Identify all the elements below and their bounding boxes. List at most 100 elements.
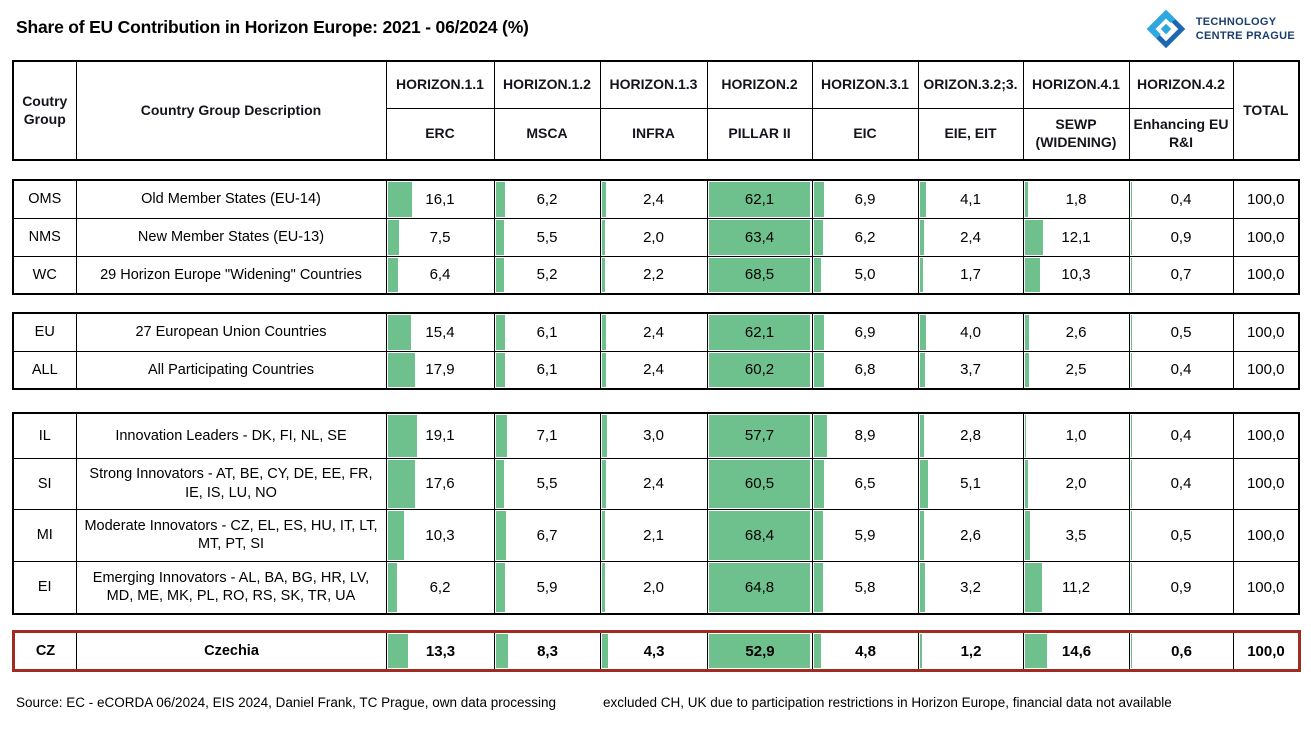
- value-text: 63,4: [744, 228, 775, 246]
- header-total: TOTAL: [1232, 60, 1300, 161]
- data-bar: [601, 315, 606, 350]
- header-country-group: Coutry Group: [12, 60, 77, 161]
- data-bar: [1024, 315, 1029, 350]
- row-code: CZ: [13, 631, 77, 671]
- value-cell-SEWP-WIDENING-: 12,1: [1022, 217, 1130, 257]
- data-bar: [388, 634, 408, 668]
- data-bar: [1024, 182, 1028, 217]
- data-bar: [1130, 257, 1132, 292]
- value-text: 5,5: [536, 475, 558, 492]
- value-cell-EIE-EIT: 1,2: [918, 631, 1024, 671]
- value-cell-EIE-EIT: 2,8: [917, 412, 1024, 459]
- value-text: 0,4: [1170, 475, 1192, 492]
- data-bar: [1024, 510, 1030, 560]
- data-bar: [601, 459, 606, 508]
- row-description: All Participating Countries: [75, 350, 387, 390]
- header-program: HORIZON.3.1: [811, 60, 919, 109]
- value-text: 10,3: [425, 526, 455, 544]
- row-code: IL: [12, 412, 77, 459]
- value-text: 2,0: [643, 228, 664, 246]
- value-text: 6,2: [536, 190, 558, 208]
- data-bar: [601, 562, 605, 612]
- value-text: 0,4: [1170, 190, 1192, 208]
- value-cell-SEWP-WIDENING-: 3,5: [1022, 508, 1130, 562]
- data-bar: [813, 257, 821, 292]
- data-bar: [495, 510, 506, 560]
- row-total: 100,0: [1232, 412, 1300, 459]
- country-block-table: EU 27 European Union Countries 15,4 6,1 2,4 6…: [12, 312, 1300, 390]
- table-row-CZ: CZ Czechia 13,3 8,3 4,3 52,9 4,8 1,2 14,6 0,6 100,…: [13, 631, 1300, 671]
- country-block-table: OMS Old Member States (EU-14) 16,1 6,2 2,4 62…: [12, 179, 1300, 295]
- value-cell-PILLAR-II: 60,2: [706, 350, 813, 390]
- data-bar: [813, 562, 823, 612]
- row-total: 100,0: [1232, 350, 1300, 390]
- tc-prague-logo: TECHNOLOGY CENTRE PRAGUE: [1145, 8, 1295, 50]
- data-bar: [601, 219, 605, 255]
- value-text: 5,0: [854, 266, 876, 284]
- value-cell-PILLAR-II: 52,9: [707, 631, 813, 671]
- value-cell-INFRA: 2,4: [599, 457, 708, 510]
- value-text: 3,0: [643, 427, 664, 445]
- value-cell-INFRA: 2,0: [599, 217, 708, 257]
- value-cell-EIC: 5,8: [811, 560, 919, 615]
- data-bar: [1130, 352, 1132, 387]
- value-cell-INFRA: 2,0: [599, 560, 708, 615]
- value-cell-Enhancing-EU-R-I: 0,4: [1128, 179, 1234, 219]
- data-bar: [495, 562, 505, 612]
- data-bar: [919, 459, 928, 508]
- data-bar: [919, 510, 924, 560]
- value-text: 2,2: [643, 266, 664, 284]
- data-bar: [919, 182, 926, 217]
- data-bar: [1024, 415, 1026, 457]
- value-text: 0,5: [1170, 526, 1192, 544]
- data-bar: [708, 352, 810, 387]
- row-code: SI: [12, 457, 77, 510]
- row-total: 100,0: [1233, 631, 1300, 671]
- value-text: 62,1: [744, 190, 775, 208]
- value-text: 6,7: [536, 526, 558, 544]
- header-program: HORIZON.1.2: [493, 60, 601, 109]
- value-text: 4,0: [960, 323, 981, 341]
- value-cell-Enhancing-EU-R-I: 0,5: [1128, 508, 1234, 562]
- value-text: 68,4: [744, 526, 775, 544]
- data-bar: [708, 315, 810, 350]
- value-text: 3,5: [1065, 526, 1087, 544]
- row-total: 100,0: [1232, 457, 1300, 510]
- value-cell-INFRA: 4,3: [600, 631, 708, 671]
- header-program-label: EIC: [811, 107, 919, 161]
- value-cell-MSCA: 5,5: [493, 457, 601, 510]
- value-cell-MSCA: 5,9: [493, 560, 601, 615]
- header-program-label: PILLAR II: [706, 107, 813, 161]
- value-text: 3,2: [960, 578, 981, 596]
- value-text: 52,9: [745, 642, 775, 660]
- value-cell-INFRA: 2,4: [599, 179, 708, 219]
- value-cell-MSCA: 8,3: [494, 631, 601, 671]
- value-cell-EIC: 5,0: [811, 255, 919, 295]
- logo-text: TECHNOLOGY CENTRE PRAGUE: [1196, 15, 1295, 44]
- value-text: 0,4: [1170, 427, 1192, 445]
- value-text: 8,3: [537, 642, 558, 660]
- data-bar: [708, 415, 810, 457]
- value-text: 1,8: [1065, 190, 1087, 208]
- row-description: Emerging Innovators - AL, BA, BG, HR, LV…: [75, 560, 387, 615]
- table-row-SI: SI Strong Innovators - AT, BE, CY, DE, EE…: [12, 457, 1300, 510]
- value-text: 15,4: [425, 323, 455, 341]
- value-cell-Enhancing-EU-R-I: 0,9: [1128, 217, 1234, 257]
- value-cell-PILLAR-II: 60,5: [706, 457, 813, 510]
- value-text: 60,2: [744, 361, 775, 379]
- value-text: 62,1: [744, 323, 775, 341]
- data-bar: [1130, 315, 1132, 350]
- value-text: 6,9: [854, 323, 876, 341]
- data-bar: [919, 219, 924, 255]
- table-row-ALL: ALL All Participating Countries 17,9 6,1 2,4…: [12, 350, 1300, 390]
- value-text: 0,4: [1170, 361, 1192, 379]
- value-cell-SEWP-WIDENING-: 10,3: [1022, 255, 1130, 295]
- row-total: 100,0: [1232, 312, 1300, 352]
- data-bar: [708, 182, 810, 217]
- row-description: Czechia: [76, 631, 387, 671]
- value-cell-MSCA: 5,2: [493, 255, 601, 295]
- table-row-IL: IL Innovation Leaders - DK, FI, NL, SE 19,…: [12, 412, 1300, 459]
- value-text: 11,2: [1061, 578, 1091, 596]
- data-bar: [813, 510, 823, 560]
- data-bar: [1024, 562, 1042, 612]
